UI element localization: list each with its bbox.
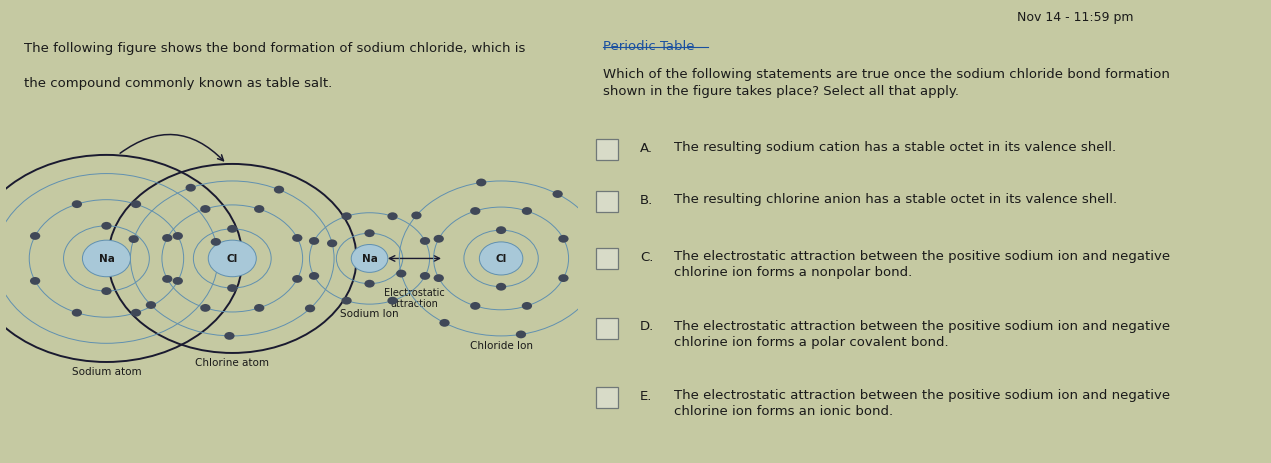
Circle shape <box>224 332 235 340</box>
Text: Chlorine atom: Chlorine atom <box>196 357 269 368</box>
Bar <box>596 192 618 213</box>
Circle shape <box>477 179 487 187</box>
Text: Cl: Cl <box>496 254 507 264</box>
Circle shape <box>305 305 315 313</box>
Circle shape <box>201 206 211 213</box>
Circle shape <box>163 275 173 283</box>
Text: The resulting chlorine anion has a stable octet in its valence shell.: The resulting chlorine anion has a stabl… <box>674 193 1117 206</box>
Circle shape <box>208 241 257 277</box>
Circle shape <box>83 241 131 277</box>
Circle shape <box>412 212 422 220</box>
Circle shape <box>31 277 41 285</box>
Circle shape <box>254 304 264 312</box>
Bar <box>596 388 618 408</box>
Text: A.: A. <box>641 142 653 155</box>
Text: D.: D. <box>641 320 655 333</box>
Circle shape <box>292 235 302 242</box>
Circle shape <box>479 242 522 275</box>
Circle shape <box>419 272 430 280</box>
Circle shape <box>470 302 480 310</box>
Circle shape <box>228 225 238 233</box>
Circle shape <box>419 238 430 245</box>
Circle shape <box>470 207 480 215</box>
Circle shape <box>131 309 141 317</box>
Text: Electrostatic
attraction: Electrostatic attraction <box>384 287 445 309</box>
FancyArrowPatch shape <box>121 135 224 161</box>
Circle shape <box>553 191 563 199</box>
Text: B.: B. <box>641 194 653 207</box>
Circle shape <box>433 235 444 243</box>
Text: The electrostatic attraction between the positive sodium ion and negative
chlori: The electrostatic attraction between the… <box>674 250 1171 278</box>
Circle shape <box>496 227 506 235</box>
Circle shape <box>292 275 302 283</box>
Circle shape <box>397 270 407 278</box>
Circle shape <box>496 283 506 291</box>
Circle shape <box>365 280 375 288</box>
Circle shape <box>596 240 606 248</box>
Circle shape <box>342 297 352 305</box>
Circle shape <box>273 186 285 194</box>
Text: Na: Na <box>99 254 114 264</box>
Circle shape <box>388 213 398 221</box>
Circle shape <box>342 213 352 221</box>
Circle shape <box>71 201 83 209</box>
Text: Periodic Table: Periodic Table <box>602 39 694 52</box>
Bar <box>596 249 618 269</box>
Text: Cl: Cl <box>226 254 238 264</box>
Circle shape <box>522 207 533 215</box>
Circle shape <box>388 297 398 305</box>
Text: The electrostatic attraction between the positive sodium ion and negative
chlori: The electrostatic attraction between the… <box>674 319 1171 348</box>
Circle shape <box>211 238 221 246</box>
Circle shape <box>173 277 183 285</box>
Circle shape <box>173 232 183 240</box>
Circle shape <box>309 238 319 245</box>
Circle shape <box>254 206 264 213</box>
Circle shape <box>516 331 526 338</box>
Text: Na: Na <box>362 254 377 264</box>
Circle shape <box>31 232 41 240</box>
Circle shape <box>146 301 156 309</box>
Circle shape <box>327 240 337 248</box>
Text: Sodium Ion: Sodium Ion <box>341 309 399 319</box>
Circle shape <box>102 222 112 230</box>
Text: Sodium atom: Sodium atom <box>71 367 141 376</box>
Circle shape <box>351 245 388 273</box>
Circle shape <box>365 230 375 238</box>
Text: C.: C. <box>641 250 653 263</box>
Text: Nov 14 - 11:59 pm: Nov 14 - 11:59 pm <box>1017 11 1134 24</box>
Circle shape <box>102 288 112 295</box>
Text: Which of the following statements are true once the sodium chloride bond formati: Which of the following statements are tr… <box>602 68 1169 98</box>
Circle shape <box>558 235 568 243</box>
Bar <box>596 318 618 339</box>
Circle shape <box>201 304 211 312</box>
Circle shape <box>186 184 196 192</box>
Text: The resulting sodium cation has a stable octet in its valence shell.: The resulting sodium cation has a stable… <box>674 141 1116 154</box>
Text: E.: E. <box>641 389 652 402</box>
Circle shape <box>558 275 568 282</box>
Circle shape <box>522 302 533 310</box>
Circle shape <box>163 235 173 242</box>
Text: the compound commonly known as table salt.: the compound commonly known as table sal… <box>23 76 332 89</box>
Text: Chloride Ion: Chloride Ion <box>469 340 533 350</box>
Bar <box>596 140 618 161</box>
Circle shape <box>128 236 139 244</box>
Circle shape <box>581 298 591 306</box>
Circle shape <box>131 201 141 209</box>
Circle shape <box>71 309 83 317</box>
Circle shape <box>433 275 444 282</box>
Circle shape <box>309 272 319 280</box>
Circle shape <box>228 284 238 292</box>
Circle shape <box>440 319 450 327</box>
Text: The electrostatic attraction between the positive sodium ion and negative
chlori: The electrostatic attraction between the… <box>674 388 1171 417</box>
Text: The following figure shows the bond formation of sodium chloride, which is: The following figure shows the bond form… <box>23 42 525 55</box>
